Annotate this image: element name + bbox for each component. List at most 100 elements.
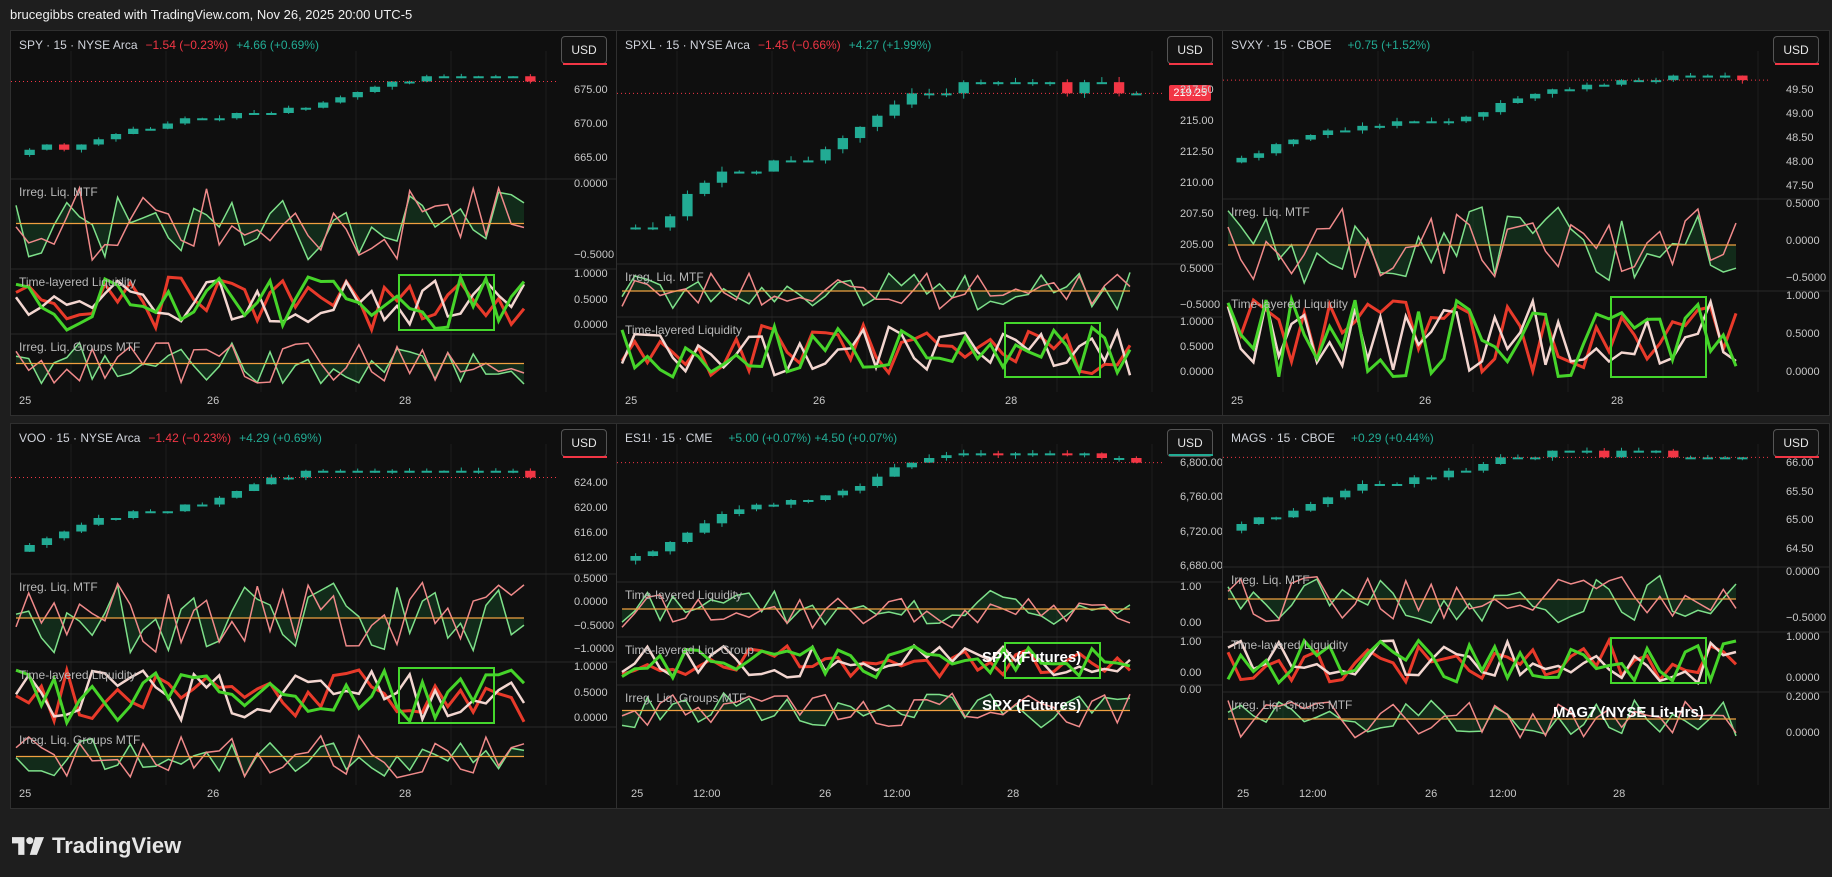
tradingview-logo[interactable]: TradingView xyxy=(12,833,181,859)
time-axis-label: 25 xyxy=(1237,788,1250,800)
symbol-title: MAGS · 15 · CBOE xyxy=(1231,431,1336,445)
candle-body xyxy=(1062,453,1073,456)
chart-panel[interactable]: SPY · 15 · NYSE Arca −1.54 (−0.23%) +4.66 … xyxy=(10,30,618,416)
price-axis-label: 665.00 xyxy=(574,152,608,164)
candle-body xyxy=(1113,458,1125,460)
chart-panel[interactable]: ES1! · 15 · CME +5.00 (+0.07%) +4.50 (+0.… xyxy=(616,423,1224,809)
candle-body xyxy=(1633,80,1644,83)
price-axis-label: 6,760.00 xyxy=(1180,491,1223,504)
candle-body xyxy=(197,504,208,507)
candle-body xyxy=(1340,490,1351,498)
candle-body xyxy=(490,76,502,79)
liquidity-line xyxy=(1226,637,1737,686)
indicator-axis-label: −0.5000 xyxy=(574,249,615,261)
candle-body xyxy=(1443,470,1455,478)
candle-body xyxy=(1322,497,1334,504)
candle-body xyxy=(837,138,849,150)
grid xyxy=(70,51,547,392)
pane-title: Time-layered Liquidity xyxy=(625,323,742,337)
chart-canvas[interactable] xyxy=(617,424,1224,809)
candle-body xyxy=(1131,458,1142,463)
candle-body xyxy=(941,455,952,458)
pane-title: Irreg. Liq. MTF xyxy=(19,580,98,594)
candle-body xyxy=(993,82,1004,85)
candle-body xyxy=(803,160,814,163)
candle-body xyxy=(1288,139,1299,145)
indicator-axis-label: 0.0000 xyxy=(574,596,608,609)
candles xyxy=(1236,447,1748,534)
symbol-legend[interactable]: SPY · 15 · NYSE Arca −1.54 (−0.23%) +4.66 … xyxy=(19,38,319,52)
candle-body xyxy=(699,182,710,194)
symbol-legend[interactable]: SPXL · 15 · NYSE Arca −1.45 (−0.66%) +4.27… xyxy=(625,38,931,52)
candle-body xyxy=(335,97,346,103)
candle-body xyxy=(438,76,450,79)
currency-button[interactable]: USD xyxy=(1773,36,1819,64)
chart-panel[interactable]: SVXY · 15 · CBOE +0.75 (+1.52%) USD 49.50 49… xyxy=(1222,30,1830,416)
candle-body xyxy=(854,486,866,491)
currency-button[interactable]: USD xyxy=(1167,36,1213,64)
candle-body xyxy=(525,470,536,478)
chart-panel[interactable]: VOO · 15 · NYSE Arca −1.42 (−0.23%) +4.29 … xyxy=(10,423,618,809)
osc-fill xyxy=(622,590,1130,625)
chart-panel[interactable]: SPXL · 15 · NYSE Arca −1.45 (−0.66%) +4.27… xyxy=(616,30,1224,416)
candle-body xyxy=(266,113,277,115)
candle-body xyxy=(803,500,814,502)
price-axis-label: 205.00 xyxy=(1180,238,1214,251)
osc-line xyxy=(1227,206,1737,285)
symbol-legend[interactable]: VOO · 15 · NYSE Arca −1.42 (−0.23%) +4.29 … xyxy=(19,431,322,445)
candle-body xyxy=(1616,450,1627,458)
indicator-axis-label: 0.5000 xyxy=(574,686,608,699)
time-axis-label: 26 xyxy=(1425,788,1438,800)
candle-body xyxy=(58,531,70,539)
indicator-axis-label: −1.0000 xyxy=(574,643,615,655)
time-axis-label: 25 xyxy=(625,395,638,407)
currency-button[interactable]: USD xyxy=(561,36,607,64)
candle-body xyxy=(1668,75,1679,81)
candle-body xyxy=(76,144,87,150)
candle-body xyxy=(128,128,139,134)
chart-panel[interactable]: MAGS · 15 · CBOE +0.29 (+0.44%) USD 66.00 65… xyxy=(1222,423,1830,809)
pane-title: Irreg. Liq. MTF xyxy=(625,270,704,284)
chart-canvas[interactable] xyxy=(617,31,1224,416)
candle-body xyxy=(923,458,935,463)
pane-title: Irreg. Liq. Groups MTF xyxy=(1231,698,1353,712)
candle-body xyxy=(248,484,260,491)
candle-body xyxy=(1270,517,1282,520)
candle-body xyxy=(1357,484,1368,491)
currency-button[interactable]: USD xyxy=(1773,429,1819,457)
candle-body xyxy=(110,134,122,140)
liquidity-line xyxy=(1226,636,1738,686)
candle-body xyxy=(1253,153,1265,158)
currency-button[interactable]: USD xyxy=(561,429,607,457)
time-axis-label: 28 xyxy=(1005,395,1018,407)
change-positive: +0.29 (+0.44%) xyxy=(1351,431,1434,445)
candle-body xyxy=(456,470,467,473)
candle-body xyxy=(1253,517,1265,524)
indicator-axis-label: 1.0000 xyxy=(574,268,608,280)
chart-canvas[interactable] xyxy=(11,31,618,416)
candle-body xyxy=(317,470,329,473)
symbol-legend[interactable]: MAGS · 15 · CBOE +0.29 (+0.44%) xyxy=(1231,431,1434,445)
candle-body xyxy=(820,149,831,161)
symbol-legend[interactable]: ES1! · 15 · CME +5.00 (+0.07%) +4.50 (+0.… xyxy=(625,431,897,445)
candle-body xyxy=(1044,82,1056,85)
tradingview-logo-icon xyxy=(12,837,44,855)
price-axis-label: 616.00 xyxy=(574,527,608,540)
candle-body xyxy=(1288,510,1299,518)
candle-body xyxy=(958,82,969,94)
osc-line xyxy=(621,692,1131,728)
symbol-legend[interactable]: SVXY · 15 · CBOE +0.75 (+1.52%) xyxy=(1231,38,1430,52)
price-axis-label: 670.00 xyxy=(574,118,608,130)
pane-title: Time-layered Liquidity xyxy=(19,275,136,289)
change-positive: +4.27 (+1.99%) xyxy=(848,38,932,52)
candle-body xyxy=(283,107,294,113)
chart-canvas[interactable] xyxy=(1223,424,1830,809)
candle-body xyxy=(716,171,728,183)
indicator-pane xyxy=(620,320,1132,380)
candle-body xyxy=(1685,75,1696,78)
time-axis-label: 26 xyxy=(819,788,832,800)
chart-canvas[interactable] xyxy=(1223,31,1830,416)
currency-button[interactable]: USD xyxy=(1167,429,1213,457)
candle-body xyxy=(1599,84,1610,87)
chart-canvas[interactable] xyxy=(11,424,618,809)
